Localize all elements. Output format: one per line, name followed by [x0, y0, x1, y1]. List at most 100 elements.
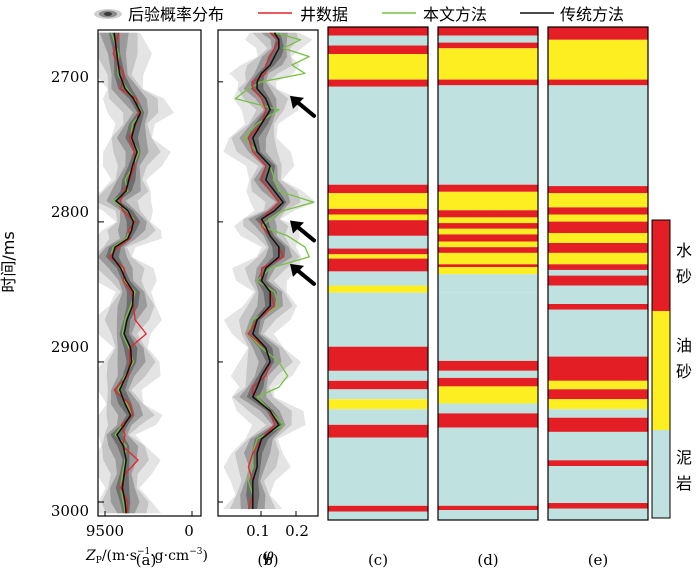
facies-segment — [328, 437, 428, 506]
facies-segment — [328, 292, 428, 347]
facies-segment — [548, 252, 648, 265]
facies-segment — [438, 27, 538, 36]
facies-segment — [328, 370, 428, 381]
legend: 后验概率分布 井数据 本文方法 传统方法 — [94, 5, 624, 24]
panel-a-x-tick-label: 0 — [184, 522, 194, 540]
facies-segment — [548, 431, 648, 461]
facies-segment — [438, 264, 538, 268]
facies-segment — [438, 42, 538, 49]
facies-segment — [438, 228, 538, 235]
facies-segment — [438, 234, 538, 242]
panel-b-porosity: 0.1 0.2 φ — [217, 29, 319, 564]
facies-segment — [438, 184, 538, 192]
facies-segment — [548, 380, 648, 390]
facies-segment — [328, 380, 428, 390]
xlabel-exp2: −3 — [189, 547, 203, 557]
panel-a-frame — [97, 29, 202, 517]
legend-traditional-label: 传统方法 — [560, 5, 624, 24]
facies-segment — [548, 193, 648, 208]
annotation-arrows — [290, 95, 316, 286]
facies-segment — [328, 54, 428, 80]
facies-segment — [548, 389, 648, 400]
facies-segment — [548, 243, 648, 253]
arrow-head — [290, 263, 304, 277]
colorbar-label-mud-1: 泥 — [676, 448, 692, 467]
facies-segment — [548, 466, 648, 503]
facies-segment — [438, 191, 538, 211]
impedance-traditional-line — [111, 32, 142, 514]
panel-e-facies — [548, 27, 648, 520]
panel-a-x-tick-label: 9500 — [86, 522, 124, 540]
facies-colorbar: 水 砂 油 砂 泥 岩 — [651, 219, 692, 519]
arrow-shaft — [295, 224, 316, 243]
facies-segment — [548, 417, 648, 432]
facies-segment — [328, 214, 428, 221]
impedance-curves — [108, 32, 147, 514]
colorbar-label-oil-1: 油 — [676, 336, 692, 355]
facies-segment — [328, 45, 428, 54]
panel-b-frame — [217, 29, 319, 517]
caption-b: (b) — [257, 551, 278, 569]
xlabel-exp1: −1 — [137, 547, 150, 557]
facies-segment — [328, 184, 428, 194]
panel-b-x-tick-label: 0.1 — [246, 522, 270, 540]
facies-segment — [548, 309, 648, 357]
xlabel-unit-mid: ·g·cm — [150, 548, 189, 564]
facies-segment — [438, 427, 538, 506]
facies-segment — [548, 269, 648, 276]
porosity-traditional-line — [252, 32, 284, 509]
caption-c: (c) — [368, 551, 388, 569]
facies-segment — [438, 267, 538, 275]
facies-segment — [438, 35, 538, 43]
facies-segment — [438, 274, 538, 293]
facies-segment — [438, 377, 538, 387]
legend-posterior-swatch-inner — [104, 12, 112, 16]
y-axis-label: 时间/ms — [0, 231, 18, 292]
impedance-posterior-bands — [98, 32, 174, 514]
facies-segment — [548, 356, 648, 381]
facies-segment — [438, 79, 538, 86]
facies-segment — [548, 503, 648, 509]
facies-segment — [548, 264, 648, 270]
facies-segment — [548, 27, 648, 40]
facies-segment — [328, 511, 428, 520]
facies-segment — [438, 210, 538, 218]
facies-segment — [328, 389, 428, 400]
facies-segment — [438, 217, 538, 224]
xlabel-end: ) — [202, 548, 207, 564]
facies-segment — [548, 460, 648, 466]
facies-segment — [328, 27, 428, 36]
facies-segment — [438, 241, 538, 248]
facies-segment — [438, 403, 538, 414]
colorbar-oil-sand — [652, 311, 670, 430]
xlabel-symbol: Z — [85, 548, 96, 564]
facies-segment — [328, 409, 428, 425]
facies-segment — [438, 413, 538, 428]
facies-segment — [328, 248, 428, 255]
caption-d: (d) — [477, 551, 498, 569]
facies-segment — [328, 235, 428, 249]
colorbar-label-oil-2: 砂 — [676, 362, 692, 381]
panel-c-facies — [328, 27, 428, 520]
facies-segment — [328, 86, 428, 185]
facies-segment — [438, 85, 538, 185]
arrow-head — [290, 95, 304, 109]
xlabel-sub: P — [96, 556, 102, 566]
facies-segment — [438, 505, 538, 511]
facies-segment — [438, 48, 538, 80]
colorbar-water-sand — [652, 220, 670, 311]
facies-segment — [328, 79, 428, 87]
facies-segment — [438, 252, 538, 265]
panel-d-frame — [437, 26, 539, 521]
facies-segment — [328, 271, 428, 286]
y-tick-label: 2800 — [51, 203, 89, 221]
y-tick-label: 3000 — [51, 502, 89, 520]
y-tick-label: 2700 — [51, 68, 89, 86]
facies-segment — [548, 214, 648, 222]
panel-a-x-label: ZP/(m·s−1·g·cm−3) — [85, 547, 208, 566]
y-ticks — [98, 81, 223, 503]
facies-segment — [548, 399, 648, 410]
facies-segment — [548, 275, 648, 286]
facies-segment — [548, 79, 648, 86]
